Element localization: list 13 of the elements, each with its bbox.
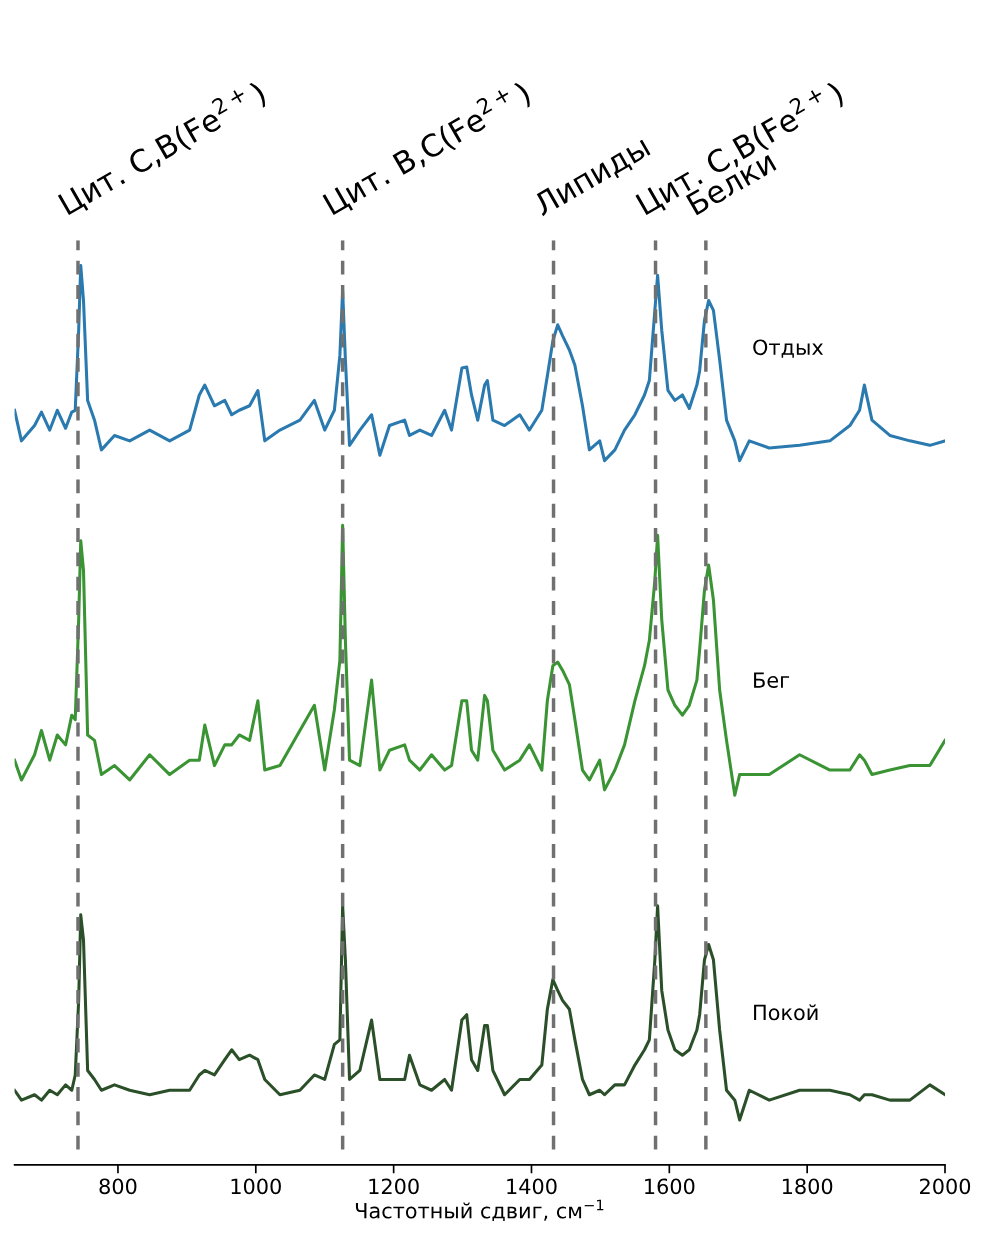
x-tick-label: 1200 bbox=[369, 1178, 419, 1195]
x-tick-label: 1400 bbox=[507, 1178, 557, 1195]
x-tick-label: 2000 bbox=[920, 1178, 971, 1195]
ref-line-label: Цит. C,B(Fe$^{2+}$) bbox=[55, 77, 270, 220]
x-tick-label: 1000 bbox=[231, 1178, 281, 1195]
x-tick-label: 800 bbox=[99, 1178, 137, 1195]
series-label: Отдых bbox=[753, 339, 824, 358]
x-tick-label: 1600 bbox=[645, 1178, 695, 1195]
series-label: Бег bbox=[754, 672, 790, 688]
x-axis-title: Частотный сдвиг, см$^{−1}$ bbox=[355, 1199, 604, 1222]
series-label: Покой bbox=[754, 1004, 818, 1021]
x-tick-label: 1800 bbox=[782, 1178, 833, 1195]
ref-line-label: Цит. B,C(Fe$^{2+}$) bbox=[319, 77, 534, 220]
